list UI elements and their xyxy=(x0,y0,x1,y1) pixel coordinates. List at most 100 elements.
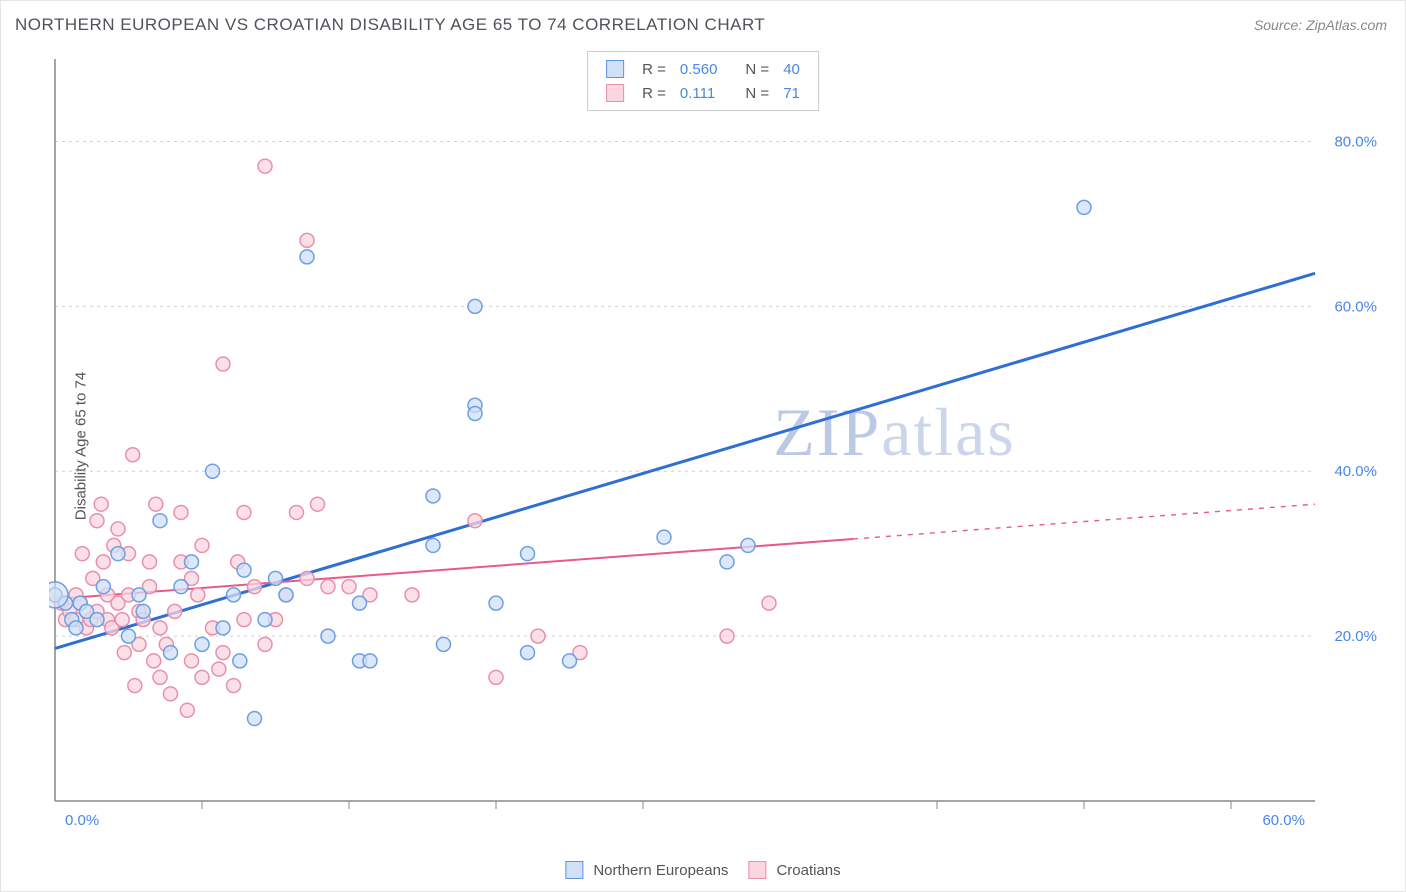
data-point xyxy=(248,580,262,594)
data-point xyxy=(248,712,262,726)
n-value-ne: 40 xyxy=(777,58,806,80)
svg-text:20.0%: 20.0% xyxy=(1334,628,1377,645)
data-point xyxy=(185,555,199,569)
data-point xyxy=(153,514,167,528)
legend-series: Northern Europeans Croatians xyxy=(565,861,840,879)
data-point xyxy=(300,250,314,264)
legend-item-cr: Croatians xyxy=(748,861,840,879)
data-point xyxy=(174,580,188,594)
data-point xyxy=(111,547,125,561)
scatter-plot: 20.0%40.0%60.0%80.0%0.0%60.0% xyxy=(49,49,1385,831)
data-point xyxy=(521,547,535,561)
data-point xyxy=(49,582,68,608)
legend-stats-row-cr: R = 0.111 N = 71 xyxy=(600,82,806,104)
data-point xyxy=(195,637,209,651)
data-point xyxy=(117,646,131,660)
data-point xyxy=(216,357,230,371)
r-label: R = xyxy=(636,82,672,104)
data-point xyxy=(300,233,314,247)
data-point xyxy=(174,505,188,519)
svg-text:60.0%: 60.0% xyxy=(1262,812,1305,829)
data-point xyxy=(195,670,209,684)
data-point xyxy=(489,670,503,684)
r-label: R = xyxy=(636,58,672,80)
data-point xyxy=(96,580,110,594)
data-point xyxy=(191,588,205,602)
data-point xyxy=(153,621,167,635)
data-point xyxy=(136,604,150,618)
data-point xyxy=(426,538,440,552)
n-label: N = xyxy=(739,82,775,104)
data-point xyxy=(216,646,230,660)
legend-stats-table: R = 0.560 N = 40 R = 0.111 N = 71 xyxy=(598,56,808,106)
data-point xyxy=(143,555,157,569)
data-point xyxy=(405,588,419,602)
n-value-cr: 71 xyxy=(777,82,806,104)
data-point xyxy=(153,670,167,684)
data-point xyxy=(468,299,482,313)
data-point xyxy=(279,588,293,602)
r-value-ne: 0.560 xyxy=(674,58,724,80)
data-point xyxy=(300,571,314,585)
data-point xyxy=(96,555,110,569)
data-point xyxy=(563,654,577,668)
legend-stats: R = 0.560 N = 40 R = 0.111 N = 71 xyxy=(587,51,819,111)
data-point xyxy=(657,530,671,544)
data-point xyxy=(1077,200,1091,214)
data-point xyxy=(115,613,129,627)
data-point xyxy=(468,407,482,421)
data-point xyxy=(75,547,89,561)
data-point xyxy=(233,654,247,668)
data-point xyxy=(342,580,356,594)
data-point xyxy=(321,580,335,594)
data-point xyxy=(90,613,104,627)
data-point xyxy=(311,497,325,511)
data-point xyxy=(363,654,377,668)
data-point xyxy=(741,538,755,552)
legend-swatch-icon xyxy=(748,861,766,879)
data-point xyxy=(206,464,220,478)
data-point xyxy=(237,563,251,577)
svg-text:80.0%: 80.0% xyxy=(1334,133,1377,150)
data-point xyxy=(185,654,199,668)
plot-area: 20.0%40.0%60.0%80.0%0.0%60.0% xyxy=(49,49,1385,831)
data-point xyxy=(237,505,251,519)
data-point xyxy=(111,522,125,536)
data-point xyxy=(269,571,283,585)
legend-swatch-icon xyxy=(565,861,583,879)
data-point xyxy=(149,497,163,511)
data-point xyxy=(531,629,545,643)
data-point xyxy=(237,613,251,627)
data-point xyxy=(164,687,178,701)
source-label: Source: ZipAtlas.com xyxy=(1254,17,1387,33)
data-point xyxy=(216,621,230,635)
data-point xyxy=(132,588,146,602)
data-point xyxy=(212,662,226,676)
svg-text:40.0%: 40.0% xyxy=(1334,463,1377,480)
legend-label-cr: Croatians xyxy=(776,862,840,879)
data-point xyxy=(168,604,182,618)
data-point xyxy=(353,596,367,610)
data-point xyxy=(195,538,209,552)
data-point xyxy=(258,613,272,627)
data-point xyxy=(258,637,272,651)
data-point xyxy=(720,555,734,569)
legend-swatch-ne xyxy=(600,58,634,80)
chart-container: NORTHERN EUROPEAN VS CROATIAN DISABILITY… xyxy=(0,0,1406,892)
svg-text:60.0%: 60.0% xyxy=(1334,298,1377,315)
data-point xyxy=(521,646,535,660)
legend-item-ne: Northern Europeans xyxy=(565,861,728,879)
data-point xyxy=(437,637,451,651)
data-point xyxy=(426,489,440,503)
data-point xyxy=(321,629,335,643)
data-point xyxy=(180,703,194,717)
r-value-cr: 0.111 xyxy=(674,82,724,104)
data-point xyxy=(126,448,140,462)
data-point xyxy=(69,621,83,635)
legend-stats-row-ne: R = 0.560 N = 40 xyxy=(600,58,806,80)
data-point xyxy=(90,514,104,528)
data-point xyxy=(122,629,136,643)
n-label: N = xyxy=(739,58,775,80)
data-point xyxy=(128,679,142,693)
data-point xyxy=(227,588,241,602)
